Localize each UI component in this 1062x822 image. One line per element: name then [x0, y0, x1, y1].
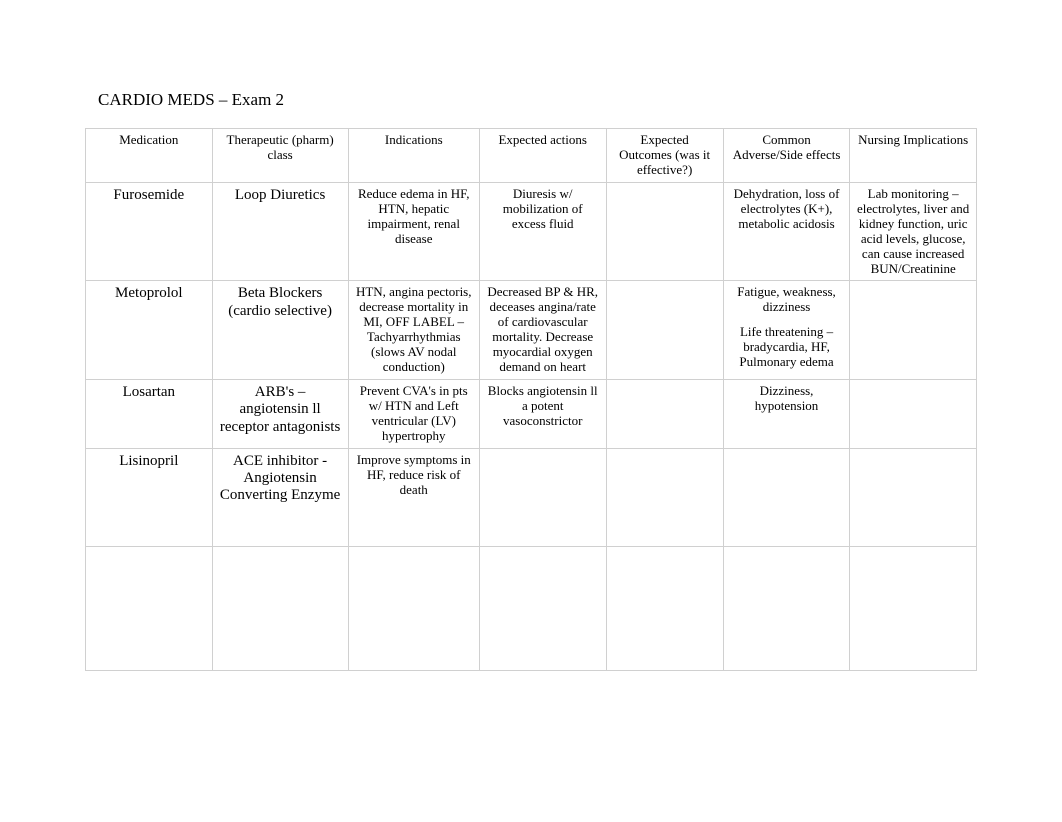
cell-outcomes — [606, 448, 723, 547]
cell-nursing: Eval for intravascular volume depletion,… — [850, 448, 977, 547]
cell-medication: Losartan — [86, 380, 213, 449]
cell-adverse: Dehydration, loss of electrolytes (K+), … — [723, 182, 850, 281]
cell-indications: HTN, angina pectoris, decrease mortality… — [348, 281, 479, 380]
cell-medication: Digoxin — [86, 547, 213, 671]
header-therapeutic-class: Therapeutic (pharm) class — [212, 129, 348, 183]
cell-adverse: Fatigue, weakness, dizziness Life threat… — [723, 281, 850, 380]
cell-indications: Prevent CVA's in pts w/ HTN and Left ven… — [348, 380, 479, 449]
cell-nursing-p1: Eval for — [856, 453, 970, 468]
cell-nursing: Lab monitoring – electrolytes, liver and… — [850, 182, 977, 281]
cell-actions-p5: renal function — [486, 528, 600, 543]
cell-outcomes — [606, 281, 723, 380]
cell-nursing-p3: volume depletion, — [856, 483, 970, 498]
cell-actions-p1: Dilates — [486, 453, 600, 468]
cell-class: Antiarrhythmic — [212, 547, 348, 671]
cell-adverse: N/V/D, dysrhythmias — [723, 547, 850, 671]
table-row: Digoxin Antiarrhythmic Extremely effecti… — [86, 547, 977, 671]
cell-indications-p1: Improve symptoms in HF, reduce risk of d… — [355, 453, 473, 498]
cell-actions: Reduce # of hospitalizations Positive in… — [479, 547, 606, 671]
header-indications: Indications — [348, 129, 479, 183]
cell-actions: Dilates veins/arteries, increase cardiac… — [479, 448, 606, 547]
cell-actions-p2: veins/arteries, — [486, 468, 600, 483]
cell-class: Beta Blockers (cardio selective) — [212, 281, 348, 380]
cell-class: ACE inhibitor - Angiotensin Converting E… — [212, 448, 348, 547]
table-row: Metoprolol Beta Blockers (cardio selecti… — [86, 281, 977, 380]
table-header-row: Medication Therapeutic (pharm) class Ind… — [86, 129, 977, 183]
cell-adverse-p2: Life threatening – bradycardia, HF, Pulm… — [730, 325, 844, 370]
cell-adverse-p2: hypotension — [730, 468, 844, 483]
cell-actions: Blocks angiotensin ll a potent vasoconst… — [479, 380, 606, 449]
cell-actions-p4: initial decline in — [486, 513, 600, 528]
header-medication: Medication — [86, 129, 213, 183]
cell-outcomes — [606, 182, 723, 281]
cell-outcomes — [606, 547, 723, 671]
cell-class: Loop Diuretics — [212, 182, 348, 281]
cell-indications-p1: Extremely effective, sympathetic activit… — [355, 551, 473, 611]
cell-actions: Decreased BP & HR, deceases angina/rate … — [479, 281, 606, 380]
cell-indications-p3: thiazide diuretics — [355, 513, 473, 528]
cell-indications: Extremely effective, sympathetic activit… — [348, 547, 479, 671]
cell-adverse-p1: Fatigue, weakness, dizziness — [730, 285, 844, 315]
header-expected-actions: Expected actions — [479, 129, 606, 183]
cell-medication: Metoprolol — [86, 281, 213, 380]
header-adverse: Common Adverse/Side effects — [723, 129, 850, 183]
cell-medication: Furosemide — [86, 182, 213, 281]
header-nursing: Nursing Implications — [850, 129, 977, 183]
table-row: Furosemide Loop Diuretics Reduce edema i… — [86, 182, 977, 281]
cell-nursing-p2: intravascular — [856, 468, 970, 483]
cell-adverse-p1: Dry cough, — [730, 453, 844, 468]
cell-outcomes — [606, 380, 723, 449]
table-row: Losartan ARB's – angiotensin ll receptor… — [86, 380, 977, 449]
cell-indications-p2: 2nd line agent – used in HF & dysrhythmi… — [355, 621, 473, 651]
cell-indications: Reduce edema in HF, HTN, hepatic impairm… — [348, 182, 479, 281]
header-expected-outcomes: Expected Outcomes (was it effective?) — [606, 129, 723, 183]
table-row: Lisinopril ACE inhibitor - Angiotensin C… — [86, 448, 977, 547]
cell-actions-p1: Reduce # of hospitalizations — [486, 551, 600, 581]
cell-medication: Lisinopril — [86, 448, 213, 547]
cell-nursing: Monitor sk, Mg levels, sCr levels. Monit… — [850, 547, 977, 671]
cell-actions-p3: increase cardiac output, — [486, 483, 600, 513]
cell-nursing-p4: monitor sK & creat, monitor BP, monitor … — [856, 498, 970, 543]
medication-table: Medication Therapeutic (pharm) class Ind… — [85, 128, 977, 671]
cell-actions-p2: Positive inotropic (increase force of co… — [486, 591, 600, 666]
cell-class: ARB's – angiotensin ll receptor antagoni… — [212, 380, 348, 449]
cell-adverse: Dizziness, hypotension — [723, 380, 850, 449]
page-title: CARDIO MEDS – Exam 2 — [98, 90, 977, 110]
cell-actions: Diuresis w/ mobilization of excess fluid — [479, 182, 606, 281]
cell-nursing — [850, 380, 977, 449]
cell-indications-p2: Administered w/ — [355, 498, 473, 513]
cell-nursing — [850, 281, 977, 380]
cell-adverse: Dry cough, hypotension — [723, 448, 850, 547]
cell-indications: Improve symptoms in HF, reduce risk of d… — [348, 448, 479, 547]
